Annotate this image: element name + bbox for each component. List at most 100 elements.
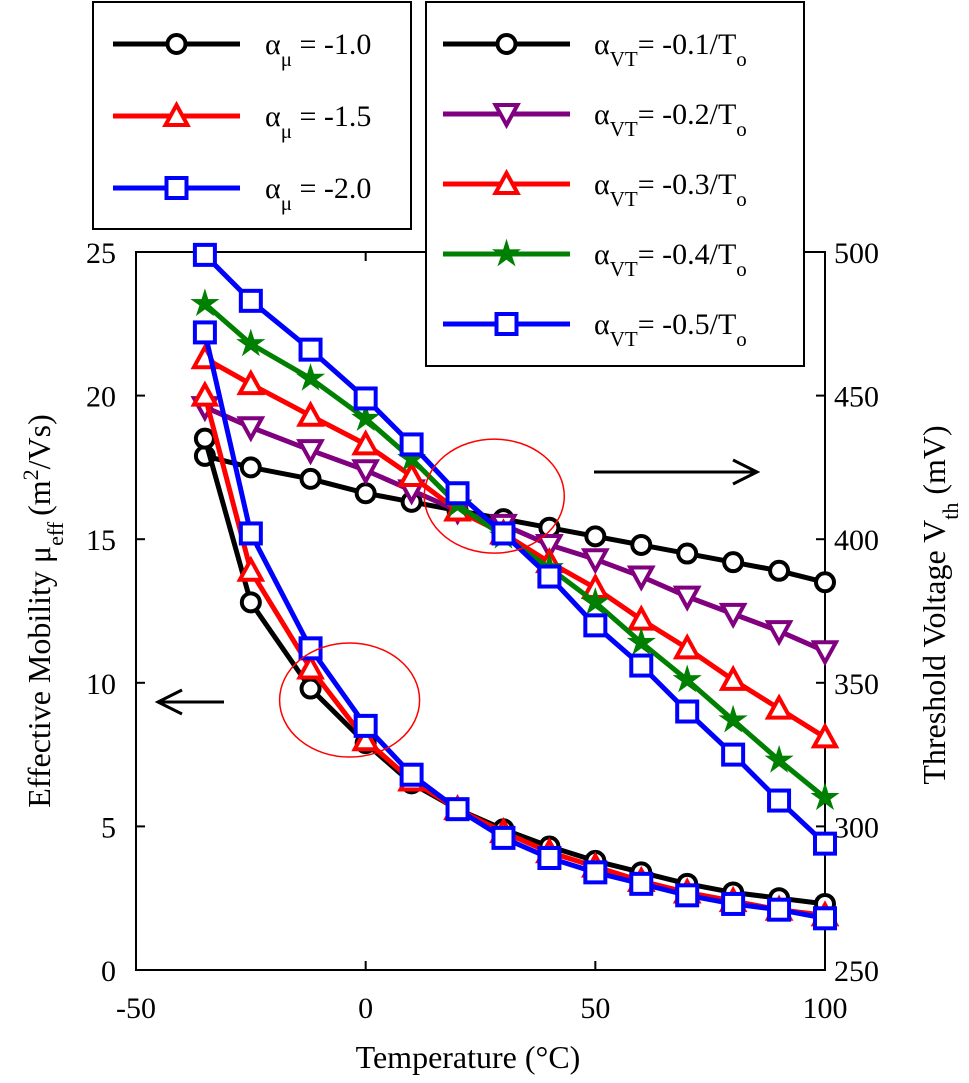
data-point — [298, 337, 323, 362]
legend-entry: αVT= -0.4/To — [443, 238, 747, 281]
y-right-tick-label: 450 — [834, 381, 879, 414]
data-point — [351, 403, 381, 432]
data-point — [236, 555, 266, 582]
legend-label: αVT= -0.1/To — [594, 28, 747, 71]
data-point — [236, 368, 266, 396]
x-tick-label: 100 — [803, 992, 848, 1025]
data-point — [296, 400, 325, 427]
data-point — [810, 640, 840, 667]
data-point — [768, 559, 791, 582]
y-left-tick-label: 5 — [101, 811, 116, 844]
data-point — [296, 439, 325, 466]
data-point — [192, 242, 217, 267]
data-point — [537, 845, 562, 870]
data-point — [764, 620, 794, 647]
highlight-circle — [278, 642, 421, 758]
legend-marker — [165, 33, 188, 55]
data-point — [721, 742, 746, 767]
data-point — [675, 699, 700, 724]
data-point — [296, 653, 325, 680]
data-point — [583, 860, 608, 885]
data-point — [629, 871, 654, 896]
legend-label: αVT= -0.4/To — [594, 238, 747, 281]
y-right-tick-label: 250 — [834, 955, 879, 988]
x-tick-label: -50 — [116, 992, 156, 1025]
data-point — [399, 432, 424, 457]
legend-marker — [492, 168, 521, 195]
data-point — [764, 744, 794, 773]
left-axis-arrow-head — [154, 688, 183, 716]
data-point — [583, 613, 608, 638]
data-point — [535, 533, 564, 561]
legend-marker — [492, 103, 521, 130]
data-point — [767, 788, 792, 813]
y-left-tick-label: 20 — [86, 381, 116, 414]
y-left-tick-label: 10 — [86, 668, 116, 701]
data-point — [672, 633, 702, 660]
legend-marker — [162, 100, 191, 127]
data-point — [722, 551, 745, 574]
y-right-tick-label: 400 — [834, 524, 879, 557]
data-point — [718, 602, 748, 630]
data-point — [192, 320, 217, 345]
data-point — [626, 627, 656, 656]
data-point — [813, 906, 837, 931]
legend-entry: αμ = -1.5 — [113, 100, 371, 143]
data-point — [298, 636, 323, 661]
legend-label: αμ = -2.0 — [265, 172, 371, 215]
series-left-2 — [192, 320, 837, 931]
y-left-tick-label: 0 — [101, 955, 116, 988]
data-point — [190, 380, 220, 407]
y-right-tick-label: 500 — [834, 237, 879, 270]
data-point — [675, 883, 700, 908]
data-point — [580, 548, 610, 575]
data-point — [676, 542, 699, 565]
data-point — [238, 521, 263, 546]
data-point — [630, 533, 653, 556]
y-axis-left-label: Effective Mobility μeff(m2/Vs) — [18, 414, 68, 808]
data-point — [445, 481, 470, 506]
legend-label: αVT= -0.2/To — [594, 98, 747, 141]
data-point — [353, 713, 378, 738]
annotations — [154, 438, 761, 758]
data-point — [445, 797, 470, 822]
data-point — [351, 725, 381, 752]
legend-entry: αVT= -0.1/To — [443, 28, 747, 71]
series-right-4 — [192, 242, 837, 856]
data-point — [721, 891, 746, 916]
data-point — [236, 416, 266, 443]
data-point — [810, 722, 840, 749]
legend-entry: αμ = -1.0 — [113, 28, 371, 71]
x-tick-label: 50 — [580, 992, 610, 1025]
x-tick-label: 0 — [358, 992, 373, 1025]
data-point — [351, 429, 381, 456]
data-point — [580, 587, 610, 615]
highlight-circle — [423, 438, 566, 554]
right-axis-arrow-head — [732, 458, 761, 486]
legend-label: αVT= -0.5/To — [594, 308, 747, 351]
legend-marker — [164, 176, 189, 200]
legend-marker — [491, 238, 522, 267]
y-axis-right-label: Threshold Voltage Vth(mV) — [916, 425, 963, 784]
data-point — [767, 897, 792, 922]
data-point — [399, 762, 424, 787]
data-point — [397, 460, 426, 488]
legend-entry: αVT= -0.2/To — [443, 98, 747, 141]
data-point — [672, 664, 702, 693]
data-point — [629, 653, 654, 678]
x-axis-label: Temperature (°C) — [356, 1039, 581, 1075]
data-point — [813, 831, 837, 856]
data-point — [238, 288, 263, 313]
data-point — [626, 565, 656, 592]
y-right-tick-label: 300 — [834, 811, 879, 844]
data-point — [299, 677, 322, 700]
legend-mobility: αμ = -1.0 αμ = -1.5 αμ = -2.0 — [113, 28, 371, 215]
legend-marker — [495, 33, 518, 55]
series-layer — [190, 242, 840, 931]
legend-threshold-voltage: αVT= -0.1/To αVT= -0.2/To αVT= -0.3/To αVT=… — [443, 28, 747, 351]
data-point — [295, 363, 326, 391]
data-point — [537, 564, 562, 589]
legend-entry: αVT= -0.3/To — [443, 168, 747, 211]
